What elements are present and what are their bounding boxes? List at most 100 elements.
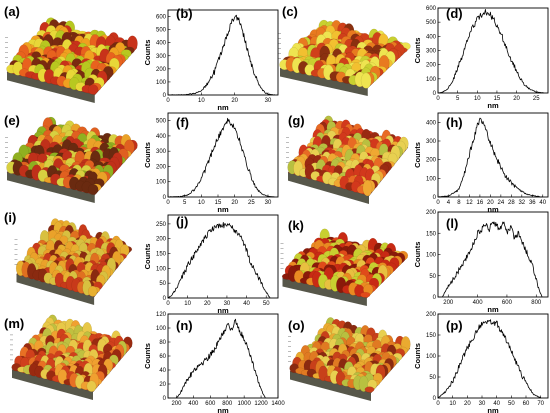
surface-wall bbox=[282, 278, 367, 306]
surface-wall bbox=[288, 172, 369, 204]
panel-label: (k) bbox=[288, 218, 304, 233]
surface-grain bbox=[86, 380, 97, 392]
panel-label: (l) bbox=[446, 216, 458, 231]
x-tick-label: 10 bbox=[474, 96, 481, 102]
surface-wall bbox=[280, 68, 368, 96]
x-tick-label: 32 bbox=[518, 200, 525, 206]
y-axis-label: Counts bbox=[413, 343, 422, 369]
surface-wall bbox=[7, 72, 95, 103]
y-tick-label: 200 bbox=[156, 237, 167, 243]
surface-grain bbox=[364, 386, 375, 393]
y-tick-label: 300 bbox=[156, 149, 167, 155]
panel-label: (d) bbox=[446, 6, 463, 21]
histogram-series-line bbox=[437, 8, 545, 94]
surface-image bbox=[280, 228, 409, 306]
panel-label: (m) bbox=[4, 316, 24, 331]
y-tick-label: 0 bbox=[433, 91, 437, 97]
surface-image bbox=[14, 218, 133, 305]
x-tick-label: 20 bbox=[204, 301, 211, 307]
y-tick-label: 0 bbox=[163, 296, 167, 302]
x-tick-label: 20 bbox=[487, 200, 494, 206]
x-tick-label: 40 bbox=[243, 301, 250, 307]
x-tick-label: 400 bbox=[473, 300, 484, 306]
x-tick-label: 40 bbox=[493, 401, 500, 407]
x-tick-label: 25 bbox=[248, 200, 255, 206]
y-tick-label: 0 bbox=[163, 93, 167, 99]
plot-frame bbox=[437, 112, 549, 198]
y-tick-label: 100 bbox=[156, 180, 167, 186]
x-tick-label: 28 bbox=[508, 200, 515, 206]
x-tick-label: 600 bbox=[502, 300, 513, 306]
y-tick-label: 20 bbox=[159, 382, 166, 388]
x-tick-label: 30 bbox=[265, 200, 272, 206]
x-axis-label: nm bbox=[217, 406, 229, 413]
y-tick-label: 600 bbox=[156, 15, 167, 21]
y-axis-label: Counts bbox=[143, 244, 152, 270]
x-tick-label: 20 bbox=[464, 401, 471, 407]
y-tick-label: 0 bbox=[433, 295, 437, 301]
panel-label: (b) bbox=[176, 6, 193, 21]
y-tick-label: 150 bbox=[156, 252, 167, 258]
plot-frame bbox=[167, 9, 279, 96]
histogram-series-line bbox=[167, 221, 271, 299]
y-tick-label: 250 bbox=[156, 222, 167, 228]
x-axis-label: nm bbox=[487, 101, 499, 110]
surface-image bbox=[278, 19, 411, 96]
x-tick-label: 800 bbox=[222, 401, 233, 407]
histogram-chart: 0 10 20 30 40 50 60 70 0 50 100 150 200 nm Counts bbox=[413, 312, 549, 413]
x-tick-label: 200 bbox=[171, 401, 182, 407]
x-tick-label: 600 bbox=[205, 401, 216, 407]
x-axis-label: nm bbox=[217, 205, 229, 214]
x-tick-label: 16 bbox=[477, 200, 484, 206]
y-tick-label: 100 bbox=[426, 176, 437, 182]
x-tick-label: 25 bbox=[533, 96, 540, 102]
y-tick-label: 50 bbox=[429, 375, 436, 381]
surface-image bbox=[288, 317, 411, 401]
histogram-chart: 0 5 10 15 20 25 0 100 200 300 400 500 600 nm Counts bbox=[413, 6, 549, 110]
y-tick-label: 200 bbox=[426, 312, 437, 318]
y-axis-label: Counts bbox=[413, 242, 422, 268]
x-tick-label: 5 bbox=[183, 200, 187, 206]
x-tick-label: 0 bbox=[436, 401, 440, 407]
y-axis-label: Counts bbox=[413, 38, 422, 64]
panel-label: (a) bbox=[4, 4, 20, 19]
histogram-series-line bbox=[168, 117, 275, 198]
x-tick-label: 8 bbox=[457, 200, 461, 206]
histogram-series-line bbox=[442, 221, 543, 298]
panel-label: (c) bbox=[282, 4, 298, 19]
x-tick-label: 10 bbox=[449, 401, 456, 407]
surface-grain bbox=[87, 184, 99, 195]
surface-grain bbox=[360, 72, 372, 89]
x-axis-label: nm bbox=[487, 406, 499, 413]
histogram-series-line bbox=[437, 319, 542, 399]
panel-label: (j) bbox=[176, 214, 188, 229]
surface-wall bbox=[290, 371, 371, 401]
x-tick-label: 20 bbox=[231, 98, 238, 104]
histogram-chart: 200 400 600 800 0 50 100 150 200 nm Counts bbox=[413, 210, 549, 314]
y-tick-label: 0 bbox=[433, 396, 437, 402]
x-axis-label: nm bbox=[487, 305, 499, 314]
x-tick-label: 800 bbox=[531, 300, 542, 306]
y-tick-label: 60 bbox=[159, 354, 166, 360]
y-tick-label: 50 bbox=[159, 281, 166, 287]
y-tick-label: 200 bbox=[426, 210, 437, 216]
panel-label: (h) bbox=[446, 115, 463, 130]
histogram-series-line bbox=[176, 318, 266, 399]
histogram-series-line bbox=[167, 14, 275, 96]
x-tick-label: 15 bbox=[494, 96, 501, 102]
x-tick-label: 400 bbox=[188, 401, 199, 407]
y-tick-label: 150 bbox=[426, 231, 437, 237]
x-tick-label: 50 bbox=[508, 401, 515, 407]
x-axis-label: nm bbox=[217, 103, 229, 112]
x-axis-label: nm bbox=[487, 205, 499, 214]
panel-label: (g) bbox=[288, 113, 305, 128]
histogram-chart: 200 400 600 800 1000 1200 1400 0 20 40 60 80 100 120 n… bbox=[143, 312, 285, 413]
histogram-series-line bbox=[438, 117, 543, 198]
x-tick-label: 10 bbox=[198, 200, 205, 206]
y-tick-label: 500 bbox=[426, 20, 437, 26]
y-tick-label: 200 bbox=[426, 158, 437, 164]
y-tick-label: 500 bbox=[156, 119, 167, 125]
